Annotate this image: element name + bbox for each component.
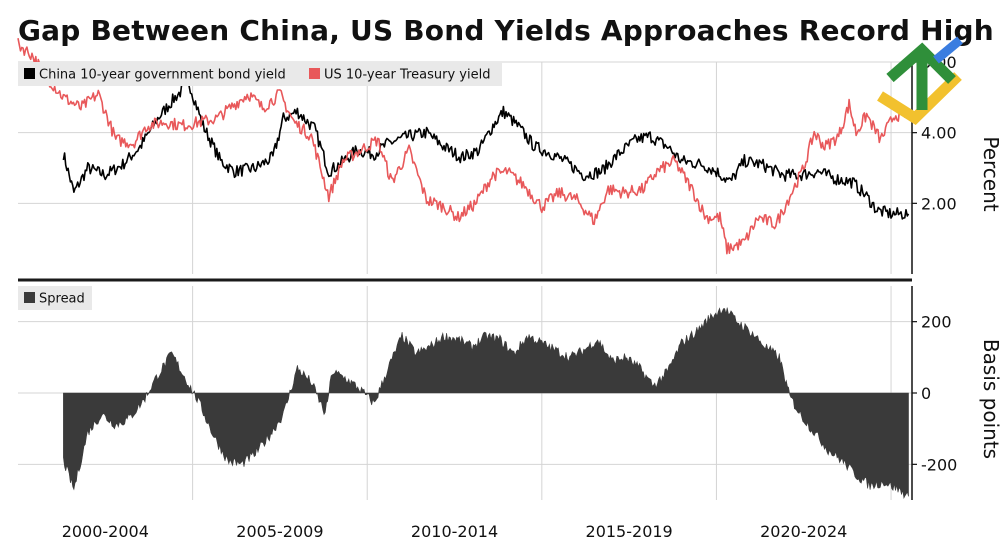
top-y-axis-title: Percent <box>979 136 1000 211</box>
x-tick-label: 2015-2019 <box>586 522 673 541</box>
top-gridlines <box>18 61 912 274</box>
x-tick-label: 2005-2009 <box>236 522 323 541</box>
bottom-panel: 200 0 -200 Basis points Spread <box>18 286 1000 500</box>
top-legend: China 10-year government bond yield US 10… <box>18 62 502 86</box>
legend-swatch-spread <box>24 292 35 303</box>
top-legend-background <box>18 62 502 86</box>
corner-logo-icon <box>877 36 963 125</box>
us-yield-line <box>17 38 910 255</box>
top-series-lines <box>17 38 910 255</box>
bottom-y-tick-label: 200 <box>921 313 952 332</box>
bottom-spread-area <box>63 307 909 499</box>
legend-label-spread: Spread <box>39 292 85 307</box>
top-y-tick-label: 4.00 <box>921 124 957 143</box>
x-tick-label: 2010-2014 <box>411 522 498 541</box>
x-tick-label: 2020-2024 <box>760 522 847 541</box>
x-tick-label: 2000-2004 <box>62 522 149 541</box>
top-y-tick-label: 2.00 <box>921 194 957 213</box>
legend-label-china: China 10-year government bond yield <box>39 68 286 83</box>
spread-area <box>63 307 909 499</box>
bottom-y-axis-title: Basis points <box>979 339 1000 459</box>
x-axis: 2000-2004 2005-2009 2010-2014 2015-2019 2020… <box>62 522 848 541</box>
legend-swatch-china <box>24 68 35 79</box>
legend-label-us: US 10-year Treasury yield <box>324 68 490 83</box>
bottom-y-tick-label: -200 <box>921 455 957 474</box>
bottom-y-tick-label: 0 <box>921 384 931 403</box>
chart-title: Gap Between China, US Bond Yields Approa… <box>18 14 994 47</box>
china-yield-line <box>62 79 910 220</box>
bottom-legend: Spread <box>18 286 92 310</box>
legend-swatch-us <box>309 68 320 79</box>
bottom-y-axis: 200 0 -200 Basis points <box>911 286 1000 500</box>
